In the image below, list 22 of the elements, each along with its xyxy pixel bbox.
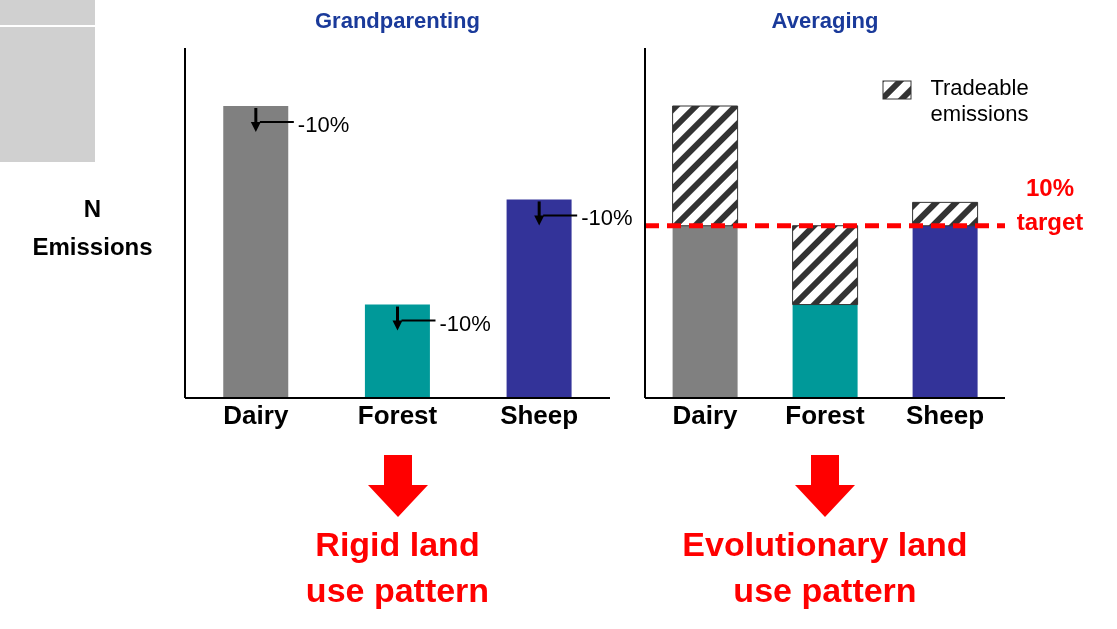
annotation: -10% [297,112,350,137]
bar [792,304,858,398]
x-tick-label: Sheep [905,400,985,431]
legend-label: Tradeable emissions [929,75,1030,127]
x-tick-label: Sheep [500,400,579,431]
annotation: -10% [439,310,491,336]
annotation: -10% [581,205,633,231]
bar [792,225,859,306]
x-tick-label: Forest [785,400,866,431]
x-tick-label: Dairy [223,400,289,431]
ref-line-label: 10% target [1016,173,1084,235]
bar [672,105,739,227]
bar [912,201,979,227]
y-axis-title: N Emissions [32,194,153,262]
chart-title: Grandparenting [314,8,481,34]
text: Evolutionary land use pattern [681,524,969,611]
bar [912,225,978,398]
x-tick-label: Forest [357,400,438,431]
x-tick-label: Dairy [672,400,739,431]
chart-title: Averaging [770,8,880,34]
bar [672,225,738,398]
text: Rigid land use pattern [304,524,491,611]
